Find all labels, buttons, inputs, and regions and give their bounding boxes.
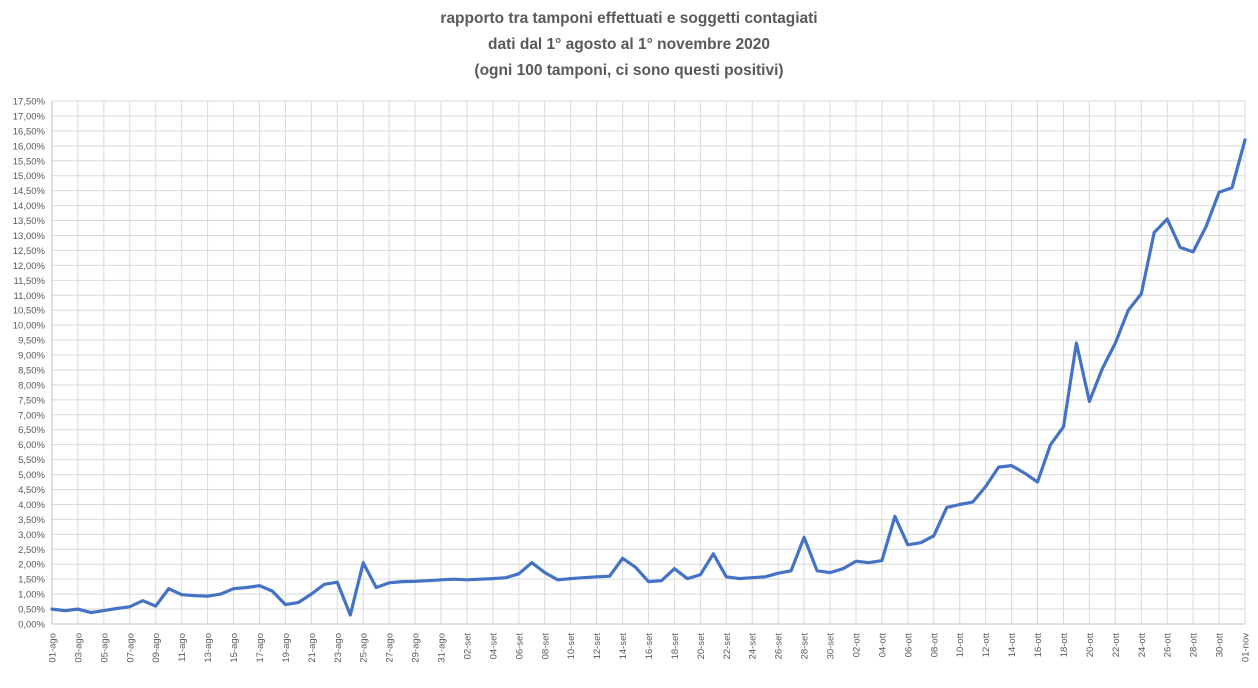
data-series-line [50,138,1247,617]
y-tick-label: 12,50% [13,246,46,257]
x-tick-label: 18-set [670,633,681,660]
x-tick-label: 31-ago [437,633,448,663]
x-tick-label: 26-ott [1163,633,1174,658]
x-tick-label: 20-ott [1085,633,1096,658]
y-tick-label: 17,00% [13,111,46,122]
chart-title-line3: (ogni 100 tamponi, ci sono questi positi… [474,62,784,79]
y-tick-label: 8,00% [18,380,45,391]
x-tick-label: 23-ago [333,633,344,663]
chart-title-line1: rapporto tra tamponi effettuati e sogget… [440,10,818,27]
y-tick-label: 6,50% [18,425,45,436]
x-tick-label: 28-ott [1189,633,1200,658]
y-tick-label: 14,50% [13,186,46,197]
x-tick-label: 30-set [826,633,837,660]
x-tick-label: 27-ago [385,633,396,663]
x-tick-label: 24-set [748,633,759,660]
y-tick-label: 15,00% [13,171,46,182]
y-tick-label: 1,00% [18,590,45,601]
y-tick-label: 9,00% [18,351,45,362]
x-tick-label: 06-ott [903,633,914,658]
y-tick-label: 17,50% [13,97,46,108]
y-tick-label: 5,00% [18,470,45,481]
x-tick-label: 14-set [618,633,629,660]
x-tick-label: 25-ago [359,633,370,663]
x-tick-label: 14-ott [1007,633,1018,658]
y-tick-label: 11,50% [13,276,45,287]
x-tick-label: 10-set [566,633,577,660]
x-tick-label: 13-ago [203,633,214,663]
x-tick-label: 05-ago [99,633,110,663]
x-tick-label: 12-set [592,633,603,660]
chart-title-line2: dati dal 1° agosto al 1° novembre 2020 [487,36,771,53]
x-tick-label: 21-ago [307,633,318,663]
x-tick-label: 06-set [514,633,525,660]
x-tick-label: 10-ott [955,633,966,658]
x-tick-label: 02-set [462,633,473,660]
y-axis-labels: 0,00% 0,50% 1,00% 1,50% 2,00% 2,50% 3,00% 3,50%… [13,97,46,631]
x-tick-label: 16-set [644,633,655,660]
y-tick-label: 5,50% [18,455,45,466]
x-tick-label: 01-ago [48,633,59,663]
x-axis-labels: 01-ago 03-ago 05-ago 07-ago 09-ago 11-ago 13-a… [48,633,1252,663]
x-tick-label: 08-ott [929,633,940,658]
x-tick-label: 07-ago [125,633,136,663]
x-tick-label: 29-ago [411,633,422,663]
y-tick-label: 6,00% [18,440,45,451]
y-tick-label: 2,50% [18,545,45,556]
y-tick-label: 4,50% [18,485,45,496]
x-tick-label: 26-set [774,633,785,660]
y-tick-label: 9,50% [18,336,45,347]
y-tick-label: 3,00% [18,530,45,541]
x-tick-label: 11-ago [177,633,188,662]
x-tick-label: 22-set [722,633,733,660]
x-tick-label: 09-ago [151,633,162,663]
y-tick-label: 2,00% [18,560,45,571]
y-tick-label: 13,50% [13,216,46,227]
y-tick-label: 3,50% [18,515,45,526]
y-tick-label: 7,50% [18,395,45,406]
y-tick-label: 13,00% [13,231,46,242]
x-tick-label: 04-ott [877,633,888,658]
x-tick-label: 18-ott [1059,633,1070,658]
y-tick-label: 10,00% [13,321,46,332]
chart-title: rapporto tra tamponi effettuati e sogget… [0,6,1258,84]
x-tick-label: 19-ago [281,633,292,663]
y-tick-label: 16,50% [13,126,46,137]
x-tick-label: 20-set [696,633,707,660]
x-tick-label: 16-ott [1033,633,1044,658]
y-tick-label: 4,00% [18,500,45,511]
y-tick-label: 8,50% [18,365,45,376]
y-tick-label: 15,50% [13,156,46,167]
y-tick-label: 0,00% [18,620,45,631]
y-tick-label: 16,00% [13,141,46,152]
x-tick-label: 17-ago [255,633,266,663]
x-tick-label: 03-ago [73,633,84,663]
y-tick-label: 0,50% [18,605,45,616]
x-tick-label: 30-ott [1215,633,1226,658]
y-tick-label: 1,50% [18,575,45,586]
chart-gridlines [51,100,1246,625]
x-tick-label: 08-set [540,633,551,660]
x-tick-label: 12-ott [981,633,992,658]
y-tick-label: 12,00% [13,261,46,272]
y-tick-label: 11,00% [13,291,45,302]
x-tick-label: 22-ott [1111,633,1122,658]
x-tick-label: 15-ago [229,633,240,663]
x-tick-label: 01-nov [1241,633,1252,662]
y-tick-label: 14,00% [13,201,46,212]
x-tick-label: 28-set [800,633,811,660]
x-tick-label: 04-set [488,633,499,660]
x-tick-label: 24-ott [1137,633,1148,658]
y-tick-label: 10,50% [13,306,46,317]
x-tick-label: 02-ott [851,633,862,658]
y-tick-label: 7,00% [18,410,45,421]
